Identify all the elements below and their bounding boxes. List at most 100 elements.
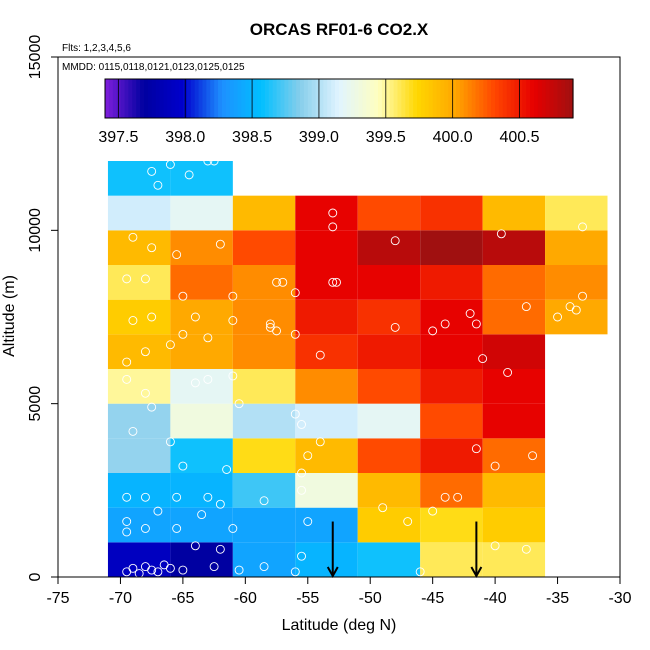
colorbar: 397.5 398.0 398.5 399.0 399.5 400.0 400.5	[98, 78, 574, 146]
colorbar-tick-label: 397.5	[98, 129, 138, 146]
colorbar-segment	[409, 79, 414, 118]
colorbar-segment	[171, 79, 176, 118]
colorbar-segment	[331, 79, 336, 118]
flights-note: Flts: 1,2,3,4,5,6	[62, 43, 131, 54]
colorbar-segment	[432, 79, 438, 118]
colorbar-segment	[163, 79, 168, 118]
heatmap-cell	[232, 195, 296, 231]
heatmap-cell	[295, 473, 358, 508]
heatmap-cell	[107, 507, 171, 543]
colorbar-segment	[522, 79, 527, 118]
observation-point	[178, 291, 188, 301]
observation-point	[428, 326, 438, 336]
observation-point	[303, 451, 313, 461]
heatmap-cell	[357, 230, 421, 265]
colorbar-segment	[140, 79, 145, 118]
observation-point	[178, 461, 188, 471]
observation-points	[122, 156, 587, 578]
colorbar-segment	[315, 79, 321, 118]
observation-point	[471, 319, 481, 329]
heatmap-cell	[295, 507, 358, 543]
observation-point	[228, 316, 238, 325]
colorbar-segment	[381, 79, 387, 118]
observation-point	[297, 551, 306, 561]
heatmap-cell	[420, 334, 483, 369]
colorbar-segment	[491, 79, 496, 118]
heatmap-cell	[420, 403, 483, 439]
heatmap-cell	[170, 265, 233, 300]
colorbar-segment	[545, 79, 551, 118]
colorbar-segment	[151, 79, 157, 118]
heatmap-cell	[545, 230, 608, 265]
heatmap-cell	[295, 438, 358, 473]
heatmap-cell	[295, 403, 358, 439]
heatmap-cell	[420, 507, 483, 543]
heatmap-cell	[170, 334, 233, 369]
heatmap-cell	[482, 230, 546, 265]
observation-point	[203, 156, 213, 166]
colorbar-segment	[128, 79, 133, 118]
observation-point	[140, 347, 150, 357]
observation-point	[328, 277, 338, 287]
colorbar-segment	[487, 79, 492, 118]
observation-point	[203, 374, 213, 384]
colorbar-segment	[167, 79, 172, 118]
colorbar-segment	[198, 79, 204, 118]
heatmap-cell	[482, 334, 546, 369]
dates-note: MMDD: 0115,0118,0121,0123,0125,0125	[62, 62, 245, 73]
heatmap-cell	[107, 299, 171, 335]
observation-point	[153, 180, 163, 190]
colorbar-segment	[194, 79, 200, 118]
observation-point	[153, 567, 163, 577]
colorbar-segment	[116, 79, 122, 118]
heatmap-cell	[357, 473, 421, 508]
heatmap-cell	[420, 195, 483, 231]
heatmap-cell	[107, 161, 171, 196]
observation-point	[172, 492, 182, 502]
observation-point	[203, 492, 213, 502]
latitude-arrow-head	[326, 566, 339, 579]
observation-point	[390, 236, 400, 246]
observation-point	[290, 409, 300, 419]
observation-point	[496, 229, 506, 239]
heatmap-cell	[232, 369, 296, 404]
colorbar-segment	[358, 79, 363, 118]
heatmap-cell	[107, 542, 171, 577]
chart-title: ORCAS RF01-6 CO2.X	[250, 20, 429, 39]
heatmap-cell	[107, 369, 171, 404]
observation-point	[490, 461, 500, 471]
colorbar-segment	[175, 79, 180, 118]
x-tick-label: -30	[608, 590, 631, 607]
heatmap-cell	[107, 334, 171, 369]
colorbar-segment	[417, 79, 422, 118]
heatmap-cell	[232, 473, 296, 508]
x-tick-label: -60	[234, 590, 257, 607]
heatmap-cell	[107, 265, 171, 300]
colorbar-segment	[218, 79, 223, 118]
observation-point	[172, 250, 182, 260]
colorbar-segment	[428, 79, 434, 118]
x-tick-label: -50	[359, 590, 382, 607]
colorbar-segment	[424, 79, 430, 118]
heatmap-cell	[420, 542, 483, 577]
observation-point	[228, 524, 238, 533]
heatmap-cell	[482, 299, 546, 335]
colorbar-segment	[249, 79, 254, 118]
x-tick-label: -75	[46, 590, 69, 607]
colorbar-segment	[257, 79, 262, 118]
observation-point	[140, 524, 150, 533]
colorbar-segment	[225, 79, 231, 118]
observation-point	[471, 444, 481, 454]
colorbar-segment	[222, 79, 227, 118]
heatmap-cell	[107, 195, 171, 231]
colorbar-tick-label: 399.5	[366, 129, 406, 146]
y-tick-label: 5000	[27, 386, 44, 422]
observation-point	[140, 274, 150, 284]
heatmap-cell	[170, 403, 233, 439]
observation-point	[265, 319, 275, 329]
observation-point	[209, 562, 219, 572]
observation-point	[453, 492, 463, 502]
colorbar-segment	[108, 79, 114, 118]
colorbar-segment	[459, 79, 465, 118]
colorbar-segment	[120, 79, 126, 118]
